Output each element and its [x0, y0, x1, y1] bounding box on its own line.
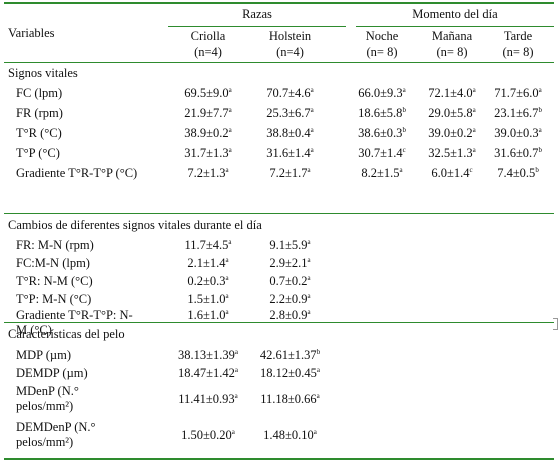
- table-cell: 1.6±1.0a: [187, 307, 229, 322]
- table-cell: 9.1±5.9a: [269, 237, 311, 252]
- row-label-line2: pelos/mm²): [16, 435, 74, 449]
- section-signos-vitales: Signos vitales: [8, 66, 78, 80]
- row-label-line2: M (°C): [16, 323, 52, 337]
- table-cell: 66.0±9.3a: [358, 85, 406, 100]
- table-cell: 70.7±4.6a: [266, 85, 314, 100]
- row-label-line2: pelos/mm²): [16, 399, 74, 413]
- table-cell: 11.18±0.66a: [260, 391, 320, 406]
- table-cell: 23.1±6.7b: [494, 105, 542, 120]
- row-label: T°P: M-N (°C): [16, 292, 92, 306]
- table-cell: 32.5±1.3a: [428, 145, 476, 160]
- table-cell: 21.9±7.7a: [184, 105, 232, 120]
- table-cell: 29.0±5.8a: [428, 105, 476, 120]
- section-cambios: Cambios de diferentes signos vitales dur…: [8, 218, 262, 232]
- table-cell: 72.1±4.0a: [428, 85, 476, 100]
- row-label: T°R: N-M (°C): [16, 274, 93, 288]
- header-variables: Variables: [8, 26, 55, 40]
- col-noche-n: (n= 8): [366, 45, 398, 59]
- table-cell: 1.50±0.20a: [181, 427, 235, 442]
- row-label: FC:M-N (lpm): [16, 256, 90, 270]
- row-label: DEMDP (µm): [16, 366, 88, 380]
- margin-marker: [553, 318, 558, 330]
- table-cell: 18.12±0.45a: [260, 365, 320, 380]
- col-manana-n: (n= 8): [436, 45, 468, 59]
- table-cell: 42.61±1.37b: [259, 347, 321, 362]
- header-momento: Momento del día: [412, 7, 498, 21]
- row-label: FC (lpm): [16, 86, 63, 100]
- table-cell: 39.0±0.2a: [428, 125, 476, 140]
- table-cell: 2.9±2.1a: [269, 255, 311, 270]
- section-rule-pelo: [4, 322, 554, 323]
- table-cell: 1.48±0.10a: [263, 427, 317, 442]
- table-cell: 18.6±5.8b: [358, 105, 406, 120]
- table-cell: 11.7±4.5a: [184, 237, 232, 252]
- col-holstein-name: Holstein: [268, 29, 312, 43]
- table-cell: 31.6±1.4a: [266, 145, 314, 160]
- table-cell: 2.8±0.9a: [269, 307, 311, 322]
- table-cell: 2.2±0.9a: [269, 291, 311, 306]
- table-cell: 69.5±9.0a: [184, 85, 232, 100]
- table-cell: 11.41±0.93a: [178, 391, 238, 406]
- section-rule-cambios: [4, 213, 554, 214]
- col-manana-name: Mañana: [431, 29, 473, 43]
- col-tarde-name: Tarde: [503, 29, 533, 43]
- table-bottom-rule: [4, 458, 554, 460]
- table-cell: 30.7±1.4c: [358, 145, 406, 160]
- table-cell: 2.1±1.4a: [187, 255, 229, 270]
- table-cell: 6.0±1.4c: [431, 165, 473, 180]
- col-tarde-n: (n= 8): [502, 45, 534, 59]
- table-cell: 38.8±0.4a: [266, 125, 314, 140]
- momento-underline: [356, 26, 554, 27]
- table-cell: 1.5±1.0a: [187, 291, 229, 306]
- table-cell: 18.47±1.42a: [178, 365, 238, 380]
- header-bottom-rule: [4, 62, 554, 63]
- row-label: MDenP (N.°: [16, 384, 79, 398]
- row-label: Gradiente T°R-T°P (°C): [16, 166, 138, 180]
- table-cell: 25.3±6.7a: [266, 105, 314, 120]
- table-cell: 31.7±1.3a: [184, 145, 232, 160]
- table-cell: 39.0±0.3a: [494, 125, 542, 140]
- row-label: FR (rpm): [16, 106, 63, 120]
- table-cell: 71.7±6.0a: [494, 85, 542, 100]
- row-label: FR: M-N (rpm): [16, 238, 94, 252]
- table-cell: 7.4±0.5b: [497, 165, 539, 180]
- table-top-rule: [4, 2, 554, 4]
- row-label: MDP (µm): [16, 348, 72, 362]
- table-cell: 0.7±0.2a: [269, 273, 311, 288]
- table-cell: 7.2±1.3a: [187, 165, 229, 180]
- row-label: T°R (°C): [16, 126, 62, 140]
- section-pelo: Características del pelo: [8, 327, 125, 341]
- table-cell: 38.9±0.2a: [184, 125, 232, 140]
- table-cell: 31.6±0.7b: [494, 145, 542, 160]
- row-label: T°P (°C): [16, 146, 60, 160]
- razas-underline: [168, 26, 346, 27]
- table-cell: 0.2±0.3a: [187, 273, 229, 288]
- table-cell: 38.13±1.39a: [178, 347, 238, 362]
- table-cell: 8.2±1.5a: [361, 165, 403, 180]
- col-criolla-n: (n=4): [194, 45, 222, 59]
- row-label: DEMDenP (N.°: [16, 420, 96, 434]
- table-cell: 38.6±0.3b: [358, 125, 406, 140]
- col-criolla-name: Criolla: [190, 29, 226, 43]
- header-razas: Razas: [242, 7, 272, 21]
- row-label: Gradiente T°R-T°P: N-: [16, 308, 133, 322]
- col-holstein-n: (n=4): [276, 45, 304, 59]
- table-cell: 7.2±1.7a: [269, 165, 311, 180]
- col-noche-name: Noche: [365, 29, 399, 43]
